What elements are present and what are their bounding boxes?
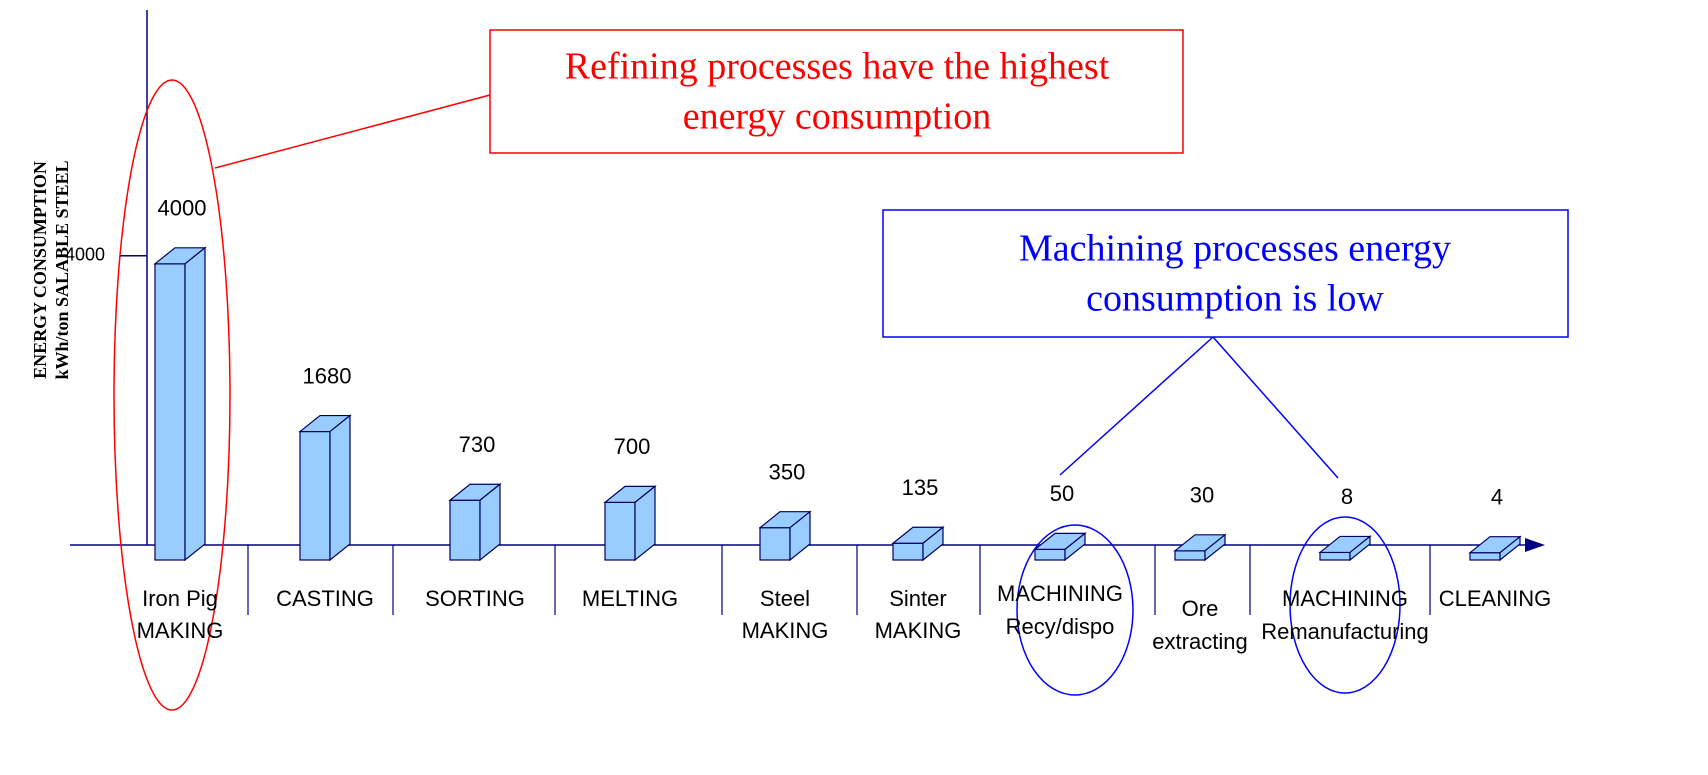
highlight-ellipse: [113, 79, 231, 711]
x-tick-label: MAKING: [137, 618, 224, 643]
value-label: 30: [1190, 483, 1214, 508]
bar: [1469, 552, 1501, 561]
x-tick-label: MACHINING: [1282, 586, 1408, 611]
x-tick-label: MACHINING: [997, 581, 1123, 606]
value-label: 1680: [303, 363, 352, 388]
value-label: 4: [1491, 485, 1503, 510]
bar: [299, 430, 331, 561]
annotation-text: Machining processes energy: [1019, 228, 1451, 270]
annotation-text: consumption is low: [1086, 278, 1384, 320]
bar-side: [1064, 532, 1086, 562]
value-label: 8: [1341, 484, 1353, 509]
bar: [1319, 551, 1351, 561]
annotation-text: energy consumption: [683, 96, 992, 138]
separators: [247, 545, 1431, 615]
bar: [759, 527, 791, 561]
y-tick-label: 4000: [65, 245, 105, 265]
x-tick-label: CASTING: [276, 586, 374, 611]
bar-side: [1499, 535, 1521, 562]
x-tick-label: SORTING: [425, 586, 525, 611]
highlight-ellipse: [1289, 516, 1401, 694]
x-tick-label: Remanufacturing: [1261, 619, 1429, 644]
value-label: 50: [1050, 481, 1074, 506]
bar-side: [789, 510, 811, 562]
y-axis-label: ENERGY CONSUMPTION: [30, 161, 50, 379]
bar: [1034, 548, 1066, 561]
value-label: 4000: [158, 196, 207, 221]
bar: [892, 542, 924, 561]
x-tick-label: Steel: [760, 586, 810, 611]
bar-side: [184, 246, 206, 562]
x-tick-label: Recy/dispo: [1006, 614, 1115, 639]
x-tick-label: Sinter: [889, 586, 946, 611]
bar-side: [479, 482, 501, 562]
value-label: 350: [769, 460, 806, 485]
annotation-line: [1059, 336, 1214, 476]
bar: [1174, 550, 1206, 561]
x-tick-label: MAKING: [742, 618, 829, 643]
bar-side: [1204, 533, 1226, 562]
bar: [154, 263, 186, 561]
axis-arrow: [1525, 538, 1545, 552]
x-tick-label: extracting: [1152, 629, 1247, 654]
bar-side: [634, 485, 656, 562]
bar-side: [1349, 535, 1371, 562]
value-label: 730: [459, 432, 496, 457]
bar-side: [329, 414, 351, 562]
annotation-text: Refining processes have the highest: [565, 46, 1110, 88]
x-tick-label: MAKING: [875, 618, 962, 643]
value-label: 700: [614, 434, 651, 459]
annotation-box: [882, 209, 1569, 338]
highlight-ellipse: [1016, 524, 1134, 696]
bar-side: [922, 525, 944, 562]
bar: [449, 499, 481, 561]
annotation-line: [214, 94, 491, 169]
annotation-line: [1212, 336, 1339, 479]
annotation-box: [489, 29, 1184, 154]
x-tick-label: Ore: [1182, 596, 1219, 621]
y-axis-label: kWh/ton SALABLE STEEL: [52, 160, 72, 379]
value-label: 135: [902, 475, 939, 500]
x-tick-label: Iron Pig: [142, 586, 218, 611]
bar: [604, 501, 636, 561]
x-tick-label: MELTING: [582, 586, 678, 611]
x-tick-label: CLEANING: [1439, 586, 1551, 611]
